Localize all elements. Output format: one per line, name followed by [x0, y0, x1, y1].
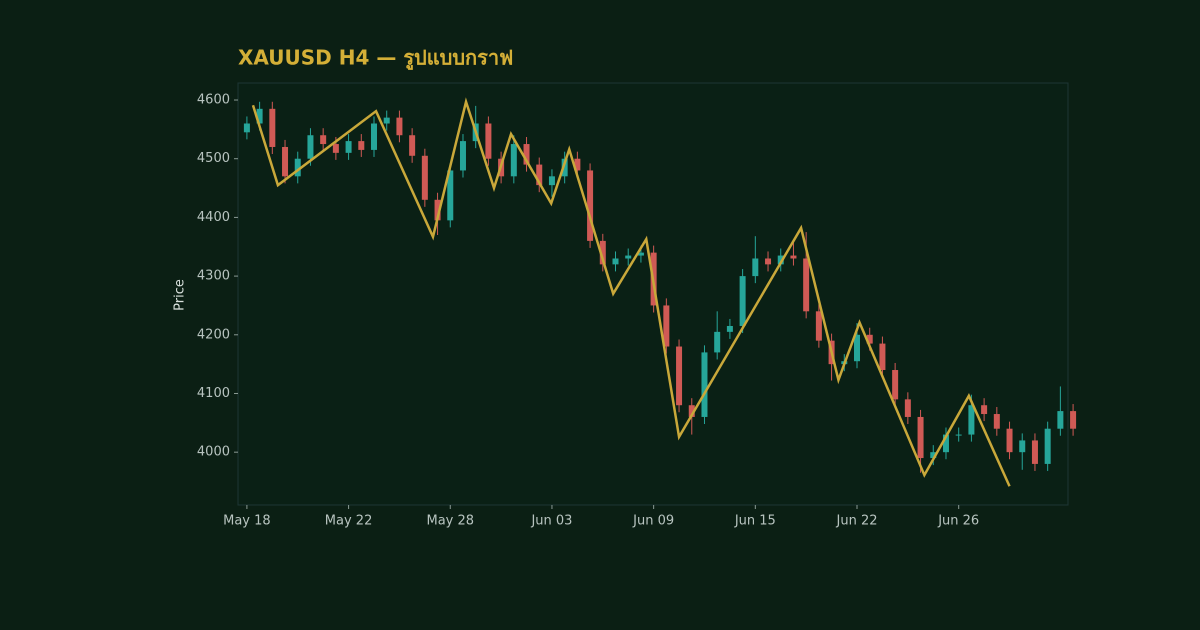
candle-body — [942, 434, 949, 453]
chart-title: XAUUSD H4 — รูปแบบกราฟ — [238, 46, 513, 72]
candle-body — [332, 144, 339, 153]
candle-body — [396, 117, 403, 136]
candle-body — [256, 108, 263, 124]
candle-body — [536, 164, 543, 186]
y-tick-label: 4200 — [197, 327, 230, 342]
candle-body — [307, 135, 314, 159]
x-tick-label: May 18 — [223, 514, 271, 529]
candle-body — [243, 123, 250, 133]
y-tick-label: 4500 — [197, 151, 230, 166]
candle-body — [790, 255, 797, 259]
y-tick-label: 4000 — [197, 445, 230, 460]
candle-body — [765, 258, 772, 265]
candle-body — [269, 108, 276, 147]
candle-body — [294, 158, 301, 177]
candle-body — [1070, 411, 1077, 429]
candle-body — [1019, 440, 1026, 453]
candle-body — [968, 405, 975, 435]
x-tick-label: Jun 26 — [937, 514, 979, 529]
x-tick-label: Jun 22 — [836, 514, 878, 529]
candle-body — [752, 258, 759, 277]
candle-body — [663, 305, 670, 347]
x-tick-label: May 28 — [426, 514, 474, 529]
candle-body — [485, 123, 492, 159]
candle-body — [993, 414, 1000, 429]
candle-body — [930, 452, 937, 459]
candle-body — [282, 146, 289, 177]
candle-body — [739, 276, 746, 326]
candle-body — [917, 416, 924, 459]
candle-body — [676, 346, 683, 406]
y-tick-label: 4400 — [197, 210, 230, 225]
candle-body — [1031, 440, 1038, 464]
candle-body — [892, 370, 899, 400]
candle-body — [409, 135, 416, 156]
y-tick-label: 4100 — [197, 386, 230, 401]
candle-body — [866, 334, 873, 344]
candle-body — [1006, 428, 1013, 453]
x-tick-label: Jun 03 — [530, 514, 572, 529]
candle-body — [447, 170, 454, 221]
candle-body — [981, 405, 988, 415]
candle-body — [904, 399, 911, 417]
candle-body — [803, 258, 810, 312]
candle-body — [358, 141, 365, 150]
candle-body — [777, 255, 784, 265]
x-tick-label: May 22 — [325, 514, 373, 529]
candle-body — [434, 199, 441, 221]
candle-body — [625, 255, 632, 259]
candle-body — [815, 311, 822, 341]
candle-body — [955, 434, 962, 436]
candle-body — [320, 135, 327, 145]
y-axis-label: Price — [173, 279, 188, 311]
candle-body — [523, 144, 530, 165]
candle-body — [726, 325, 733, 332]
candle-body — [421, 155, 428, 200]
candle-body — [599, 240, 606, 265]
candle-body — [383, 117, 390, 124]
candle-body — [459, 141, 466, 171]
x-tick-label: Jun 09 — [632, 514, 674, 529]
candle-body — [879, 343, 886, 371]
candle-body — [574, 158, 581, 171]
candle-body — [612, 258, 619, 265]
candle-body — [371, 123, 378, 150]
candle-body — [345, 141, 352, 153]
y-tick-label: 4600 — [197, 93, 230, 108]
candle-body — [688, 405, 695, 417]
candle-body — [561, 158, 568, 177]
y-tick-label: 4300 — [197, 269, 230, 284]
candle-body — [701, 352, 708, 417]
candle-body — [637, 252, 644, 256]
candle-body — [714, 331, 721, 353]
candle-body — [1057, 411, 1064, 429]
x-tick-label: Jun 15 — [734, 514, 776, 529]
candle-body — [1044, 428, 1051, 464]
candle-body — [587, 170, 594, 241]
candle-body — [548, 176, 555, 186]
zigzag-line — [251, 97, 1011, 487]
candle-body — [854, 334, 861, 362]
candle-body — [510, 144, 517, 177]
